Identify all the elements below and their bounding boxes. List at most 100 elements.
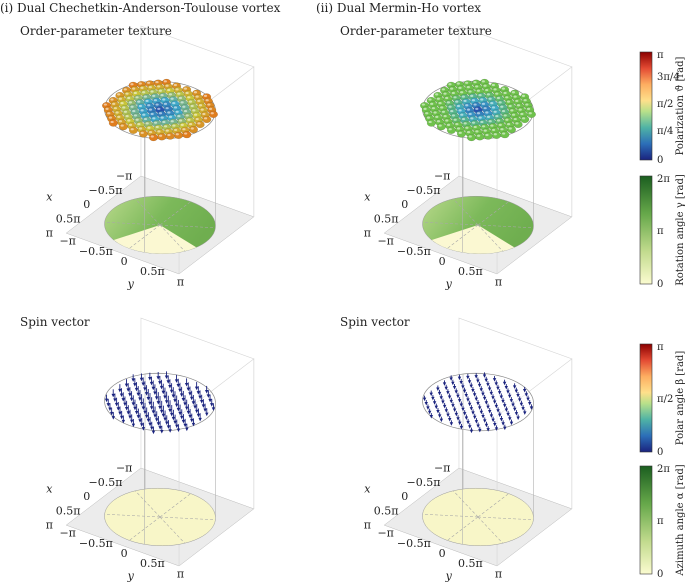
floor-spoke <box>477 224 503 252</box>
sphere-highlight <box>468 112 472 116</box>
spin-arrow-head <box>178 411 182 416</box>
sphere-highlight <box>130 83 134 86</box>
spin-arrow-head <box>118 388 122 393</box>
sphere-highlight <box>117 115 121 118</box>
sphere-highlight <box>152 94 156 97</box>
colorbar-polar-tick-pi2: π/2 <box>657 394 673 405</box>
sphere-highlight <box>120 101 124 105</box>
sphere-highlight <box>153 121 158 124</box>
sphere-highlight <box>528 112 532 115</box>
sphere-highlight <box>172 124 176 127</box>
spin-arrow-head <box>484 401 489 405</box>
floor-spoke <box>447 224 479 249</box>
y-tick-label: −0.5π <box>397 245 431 258</box>
sphere-highlight <box>510 109 514 112</box>
x-tick-label: 0.5π <box>56 504 81 517</box>
colorbar-polarization: π 3π/4 π/2 π/4 0 Polarization ϑ [rad] <box>639 50 686 166</box>
sphere-highlight <box>150 135 154 138</box>
spin-arrow-head <box>467 380 472 384</box>
texture-sphere <box>436 123 446 131</box>
sphere-highlight <box>197 99 201 103</box>
spin-arrow-head <box>189 396 194 401</box>
spin-arrow-head <box>486 383 490 387</box>
sphere-highlight <box>157 85 161 88</box>
spin-arrow-head <box>514 389 519 394</box>
spin-arrow-head <box>140 423 144 427</box>
sphere-highlight <box>525 103 529 106</box>
sphere-highlight <box>147 126 151 129</box>
sphere-highlight <box>172 101 176 105</box>
x-axis-label: x <box>364 483 371 496</box>
sphere-highlight <box>460 91 464 94</box>
spin-arrow-head <box>129 397 134 402</box>
x-tick-label: π <box>364 227 371 240</box>
sphere-highlight <box>150 112 154 116</box>
x-axis-label: x <box>46 191 53 204</box>
sphere-highlight <box>461 95 465 98</box>
spin-arrow-head <box>153 391 157 396</box>
x-tick-label: 0 <box>401 198 408 211</box>
spin-arrow-head <box>442 382 447 386</box>
y-axis-label: y <box>127 277 135 290</box>
sphere-highlight <box>118 120 123 123</box>
y-tick-label: π <box>495 275 502 288</box>
sphere-highlight <box>187 118 191 121</box>
sphere-highlight <box>495 92 499 95</box>
spin-arrow-head <box>163 417 167 422</box>
x-tick-label: 0 <box>401 490 408 503</box>
sphere-highlight <box>110 98 114 101</box>
y-tick-label: 0.5π <box>458 265 483 278</box>
x-axis-label: x <box>46 483 53 496</box>
spin-arrow-head <box>449 377 453 381</box>
spin-arrow-head <box>484 423 489 428</box>
texture-sphere <box>108 119 118 127</box>
sphere-highlight <box>195 117 199 121</box>
sphere-highlight <box>445 119 449 122</box>
colorbar-polar: π π/2 0 Polar angle β [rad] <box>639 342 686 458</box>
sphere-highlight <box>133 114 138 117</box>
spin-arrow-head <box>498 413 502 418</box>
spin-arrow-head <box>509 399 514 403</box>
spin-arrow-head <box>472 393 477 397</box>
sphere-highlight <box>450 87 454 90</box>
spin-arrow-head <box>512 385 517 389</box>
sphere-highlight <box>148 108 153 111</box>
spin-arrow-head <box>511 403 515 407</box>
spin-arrow-head <box>166 404 171 409</box>
sphere-highlight <box>475 107 479 110</box>
sphere-highlight <box>142 91 146 94</box>
sphere-highlight <box>137 123 141 126</box>
spin-arrow-head <box>491 418 495 423</box>
spin-arrow-head <box>184 383 189 387</box>
sphere-highlight <box>174 128 178 132</box>
spin-arrow-head <box>457 399 462 403</box>
y-axis-label: y <box>127 569 135 582</box>
spin-arrow-head <box>513 407 517 412</box>
sphere-highlight <box>473 125 477 129</box>
floor-spoke <box>477 224 534 229</box>
sphere-highlight <box>463 122 467 125</box>
sphere-highlight <box>492 128 496 132</box>
sphere-highlight <box>155 103 159 106</box>
x-tick-label: 0.5π <box>374 212 399 225</box>
sphere-highlight <box>155 80 159 84</box>
sphere-highlight <box>165 107 169 110</box>
sphere-highlight <box>495 115 499 118</box>
spin-arrow-head <box>149 381 154 386</box>
floor-spoke <box>159 224 185 252</box>
y-tick-label: −0.5π <box>79 245 113 258</box>
spin-arrow-head <box>136 392 140 397</box>
sphere-highlight <box>436 120 441 123</box>
colorbar-polarization-tick-pi4: π/4 <box>657 126 673 137</box>
spin-arrow-head <box>158 381 162 385</box>
sphere-highlight <box>428 120 432 124</box>
spin-arrow-head <box>106 403 110 407</box>
sphere-highlight <box>470 94 474 97</box>
sphere-highlight <box>177 115 181 118</box>
sphere-highlight <box>135 118 139 121</box>
sphere-highlight <box>132 109 136 113</box>
texture-sphere <box>513 120 523 129</box>
spin-arrow-head <box>454 390 458 394</box>
sphere-highlight <box>138 82 142 85</box>
floor-spoke <box>159 224 216 229</box>
